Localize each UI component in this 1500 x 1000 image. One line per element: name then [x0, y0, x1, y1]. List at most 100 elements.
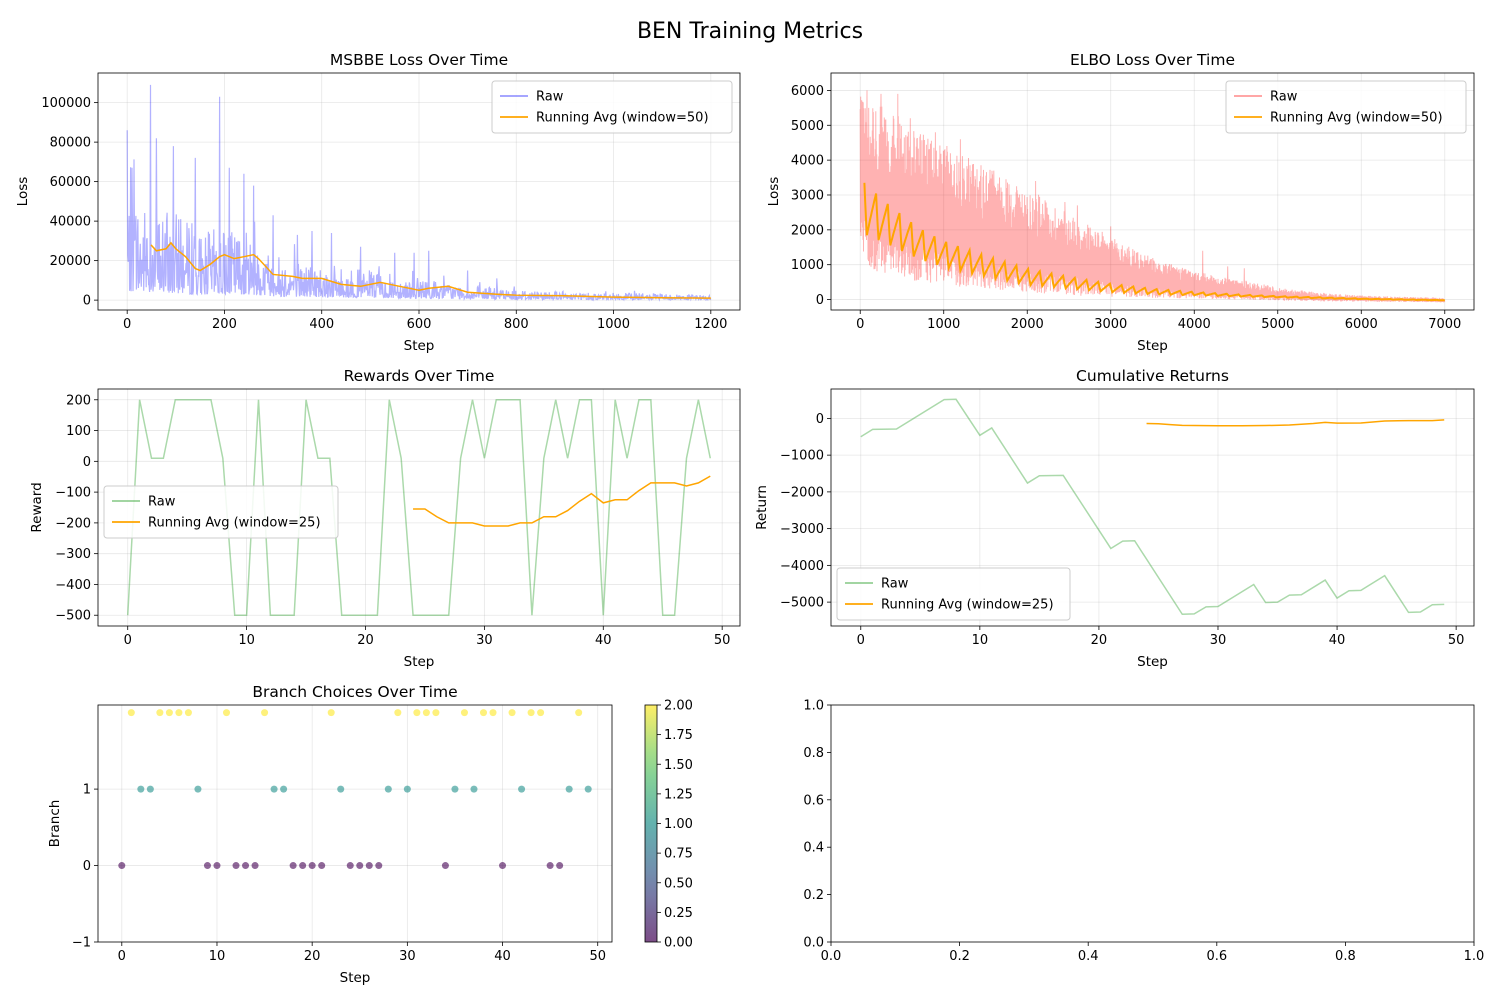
y-tick-label: 1000: [791, 258, 824, 273]
scatter-point: [413, 709, 421, 717]
y-tick-label: 0: [83, 859, 91, 874]
x-tick-label: 600: [407, 317, 432, 332]
plot-area: [859, 90, 1446, 303]
x-tick-label: 1000: [597, 317, 630, 332]
colorbar-tick-label: 1.00: [664, 817, 693, 832]
x-tick-label: 1200: [694, 317, 727, 332]
legend-label: Running Avg (window=25): [148, 516, 321, 531]
y-tick-label: 60000: [50, 175, 91, 190]
scatter-point: [365, 862, 373, 870]
y-tick-label: 0.6: [803, 793, 824, 808]
x-tick-label: 400: [309, 317, 334, 332]
x-tick-label: 40: [1329, 633, 1346, 648]
scatter-point: [403, 785, 411, 793]
scatter-point: [203, 862, 211, 870]
scatter-point: [308, 862, 316, 870]
scatter-point: [318, 862, 326, 870]
panel-branch: 0 10 20 30 40 50 −1 0 1 Branch Choices Over Time S…: [47, 683, 693, 986]
scatter-point: [575, 709, 583, 717]
x-axis-label: Step: [404, 654, 435, 670]
x-tick-label: 10: [972, 633, 989, 648]
x-tick-label: 0: [856, 317, 864, 332]
y-axis-label: Reward: [29, 482, 45, 532]
legend-label: Raw: [148, 495, 176, 510]
legend-label: Running Avg (window=50): [536, 111, 709, 126]
legend-box: [1225, 80, 1467, 134]
scatter-point: [375, 862, 383, 870]
axes-frame: [830, 72, 1475, 311]
series-line-0: [126, 399, 712, 616]
scatter-point: [565, 785, 573, 793]
y-tick-label: 100: [66, 424, 91, 439]
y-tick-label: 0.8: [803, 746, 824, 761]
y-tick-label: 20000: [50, 254, 91, 269]
legend-label: Running Avg (window=25): [881, 598, 1054, 613]
x-tick-label: 0: [123, 317, 131, 332]
x-axis-label: Step: [404, 338, 435, 354]
panel-msbbe: 0 200 400 600 800 1000 1200 0 20000 40000 60000 800…: [15, 51, 741, 354]
scatter-point: [223, 709, 230, 717]
scatter-point: [165, 709, 173, 717]
figure-title: BEN Training Metrics: [637, 19, 863, 44]
scatter-point: [299, 862, 307, 870]
x-tick-label: 7000: [1428, 317, 1461, 332]
x-tick-label: 40: [494, 949, 511, 964]
x-tick-label: 0.4: [1078, 949, 1099, 964]
y-tick-label: 200: [66, 393, 91, 408]
y-tick-label: 5000: [791, 119, 824, 134]
scatter-point: [489, 709, 497, 717]
x-tick-label: 0.8: [1335, 949, 1356, 964]
scatter-point: [184, 709, 192, 717]
y-tick-label: 0: [83, 455, 91, 470]
x-tick-label: 1.0: [1464, 949, 1485, 964]
scatter-point: [337, 785, 345, 793]
x-tick-label: 30: [399, 949, 416, 964]
scatter-point: [422, 709, 430, 717]
colorbar-tick-label: 0.00: [664, 936, 693, 951]
scatter-point: [137, 785, 145, 793]
scatter-point: [460, 709, 468, 717]
scatter-point: [289, 862, 297, 870]
colorbar-tick-label: 0.50: [664, 876, 693, 891]
legend-label: Raw: [881, 577, 909, 592]
colorbar-gradient: [644, 704, 658, 943]
scatter-point: [451, 785, 459, 793]
y-axis-label: Branch: [47, 800, 63, 848]
legend-label: Running Avg (window=50): [1270, 111, 1443, 126]
legend-box: [836, 567, 1071, 621]
legend: Raw Running Avg (window=25): [103, 485, 339, 539]
x-axis-label: Step: [1137, 338, 1168, 354]
x-axis-label: Step: [1137, 654, 1168, 670]
x-tick-label: 20: [357, 633, 374, 648]
y-tick-label: −5000: [780, 596, 824, 611]
x-tick-label: 0: [857, 633, 865, 648]
x-tick-label: 20: [304, 949, 321, 964]
x-tick-label: 50: [714, 633, 731, 648]
y-tick-label: 1: [83, 783, 91, 798]
y-tick-label: −2000: [780, 485, 824, 500]
y-tick-label: 3000: [791, 188, 824, 203]
y-tick-label: 0: [83, 294, 91, 309]
scatter-point: [432, 709, 440, 717]
scatter-point: [508, 709, 516, 717]
panel-returns: 0 10 20 30 40 50 −5000 −4000 −3000 −2000 −1000 0 Cum…: [754, 367, 1475, 670]
y-tick-label: −100: [55, 486, 91, 501]
x-tick-label: 20: [1091, 633, 1108, 648]
scatter-point: [270, 785, 278, 793]
scatter-point: [156, 709, 164, 717]
scatter-point: [146, 785, 154, 793]
colorbar: 0.00 0.25 0.50 0.75 1.00 1.25 1.50 1.75 2.00: [644, 699, 693, 951]
panel-title: Cumulative Returns: [1076, 367, 1229, 385]
axes-frame: [97, 388, 741, 627]
scatter-point: [175, 709, 183, 717]
scatter-point: [556, 862, 564, 870]
scatter-point: [518, 785, 526, 793]
colorbar-tick-label: 0.25: [664, 906, 693, 921]
scatter-point: [546, 862, 554, 870]
y-tick-label: −1: [72, 936, 91, 951]
scatter-point: [346, 862, 354, 870]
series-line-1: [863, 182, 1445, 302]
scatter-point: [261, 709, 269, 717]
x-tick-label: 0: [124, 633, 132, 648]
